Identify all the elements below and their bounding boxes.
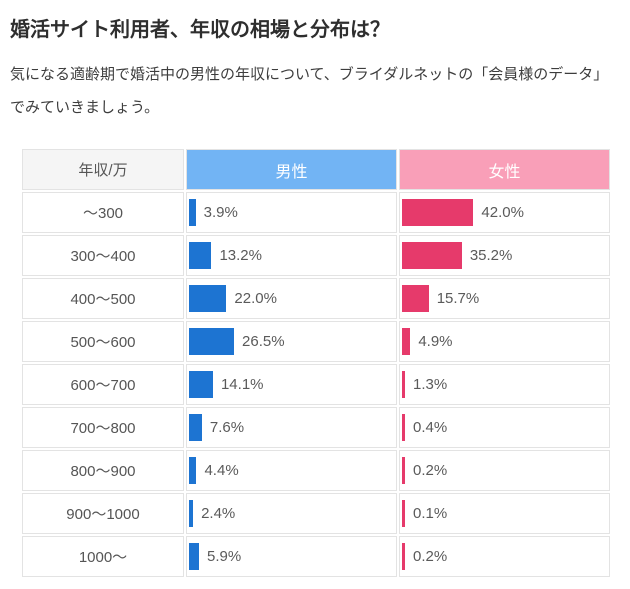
article-body: 婚活サイト利用者、年収の相場と分布は？ 気になる適齢期で婚活中の男性の年収につい… <box>0 13 630 579</box>
male-value-label: 13.2% <box>219 247 262 264</box>
female-bar <box>402 543 405 570</box>
table-row: 400～500 22.0% 15.7% <box>22 278 610 319</box>
male-bar-wrap: 26.5% <box>187 328 396 355</box>
female-bar <box>402 414 405 441</box>
female-cell: 1.3% <box>399 364 610 405</box>
column-header-income: 年収/万 <box>22 149 184 190</box>
female-bar <box>402 199 474 226</box>
female-bar-wrap: 0.4% <box>400 414 609 441</box>
female-cell: 0.1% <box>399 493 610 534</box>
column-header-male: 男性 <box>186 149 397 190</box>
male-cell: 26.5% <box>186 321 397 362</box>
income-range-label: 700～800 <box>22 407 184 448</box>
female-value-label: 42.0% <box>481 204 524 221</box>
table-header-row: 年収/万 男性 女性 <box>22 149 610 190</box>
female-bar-wrap: 0.1% <box>400 500 609 527</box>
income-range-label: 1000～ <box>22 536 184 577</box>
income-range-label: 900～1000 <box>22 493 184 534</box>
female-bar-wrap: 0.2% <box>400 457 609 484</box>
male-value-label: 5.9% <box>207 548 242 565</box>
male-value-label: 7.6% <box>209 419 245 436</box>
male-cell: 3.9% <box>186 192 397 233</box>
female-bar <box>402 457 405 484</box>
female-value-label: 0.2% <box>413 462 448 479</box>
female-value-label: 1.3% <box>413 376 448 393</box>
male-cell: 2.4% <box>186 493 397 534</box>
female-cell: 15.7% <box>399 278 610 319</box>
female-value-label: 15.7% <box>436 290 480 307</box>
column-header-female: 女性 <box>399 149 610 190</box>
female-cell: 0.4% <box>399 407 610 448</box>
male-bar <box>189 500 194 527</box>
female-cell: 0.2% <box>399 536 610 577</box>
table-row: 800～900 4.4% 0.2% <box>22 450 610 491</box>
income-range-label: 600～700 <box>22 364 184 405</box>
income-range-label: 500～600 <box>22 321 184 362</box>
female-bar-wrap: 4.9% <box>400 328 609 355</box>
male-cell: 4.4% <box>186 450 397 491</box>
male-bar <box>189 457 197 484</box>
income-range-label: 400～500 <box>22 278 184 319</box>
female-bar-wrap: 1.3% <box>400 371 609 398</box>
table-row: 600～700 14.1% 1.3% <box>22 364 610 405</box>
male-bar-wrap: 5.9% <box>187 543 396 570</box>
page-title: 婚活サイト利用者、年収の相場と分布は？ <box>10 19 390 41</box>
page-subtitle: 気になる適齢期で婚活中の男性の年収について、ブライダルネットの「会員様のデータ」… <box>10 66 609 116</box>
male-bar-wrap: 22.0% <box>187 285 396 312</box>
table-body: ～300 3.9% 42.0% 300～400 13.2% 35.2% 400～500 22.… <box>22 192 610 577</box>
female-value-label: 0.1% <box>413 505 448 522</box>
table-row: 1000～ 5.9% 0.2% <box>22 536 610 577</box>
male-bar <box>189 414 202 441</box>
male-cell: 7.6% <box>186 407 397 448</box>
female-value-label: 0.2% <box>413 548 448 565</box>
income-range-label: 300～400 <box>22 235 184 276</box>
table-row: ～300 3.9% 42.0% <box>22 192 610 233</box>
male-value-label: 14.1% <box>220 376 264 393</box>
male-value-label: 26.5% <box>242 333 285 350</box>
male-bar-wrap: 13.2% <box>187 242 396 269</box>
male-bar <box>189 199 196 226</box>
female-cell: 4.9% <box>399 321 610 362</box>
female-cell: 35.2% <box>399 235 610 276</box>
male-cell: 14.1% <box>186 364 397 405</box>
male-bar-wrap: 4.4% <box>187 457 396 484</box>
female-bar <box>402 371 405 398</box>
male-bar <box>189 328 235 355</box>
table-row: 300～400 13.2% 35.2% <box>22 235 610 276</box>
table-row: 900～1000 2.4% 0.1% <box>22 493 610 534</box>
female-value-label: 4.9% <box>418 333 453 350</box>
male-value-label: 3.9% <box>203 204 238 221</box>
male-cell: 5.9% <box>186 536 397 577</box>
female-bar <box>402 328 411 355</box>
male-bar-wrap: 3.9% <box>187 199 396 226</box>
female-bar <box>402 285 429 312</box>
male-bar-wrap: 7.6% <box>187 414 396 441</box>
female-bar-wrap: 35.2% <box>400 242 609 269</box>
male-value-label: 4.4% <box>204 462 239 479</box>
male-bar-wrap: 14.1% <box>187 371 396 398</box>
male-bar <box>189 285 227 312</box>
female-bar <box>402 242 462 269</box>
male-cell: 22.0% <box>186 278 397 319</box>
female-cell: 0.2% <box>399 450 610 491</box>
female-value-label: 35.2% <box>469 247 513 264</box>
income-range-label: ～300 <box>22 192 184 233</box>
male-bar <box>189 371 213 398</box>
table-row: 700～800 7.6% 0.4% <box>22 407 610 448</box>
female-cell: 42.0% <box>399 192 610 233</box>
table-row: 500～600 26.5% 4.9% <box>22 321 610 362</box>
income-distribution-table: 年収/万 男性 女性 ～300 3.9% 42.0% 300～400 13.2% 35.2… <box>20 147 612 579</box>
female-value-label: 0.4% <box>413 419 448 436</box>
male-value-label: 22.0% <box>234 290 277 307</box>
female-bar <box>402 500 405 527</box>
female-bar-wrap: 15.7% <box>400 285 609 312</box>
income-range-label: 800～900 <box>22 450 184 491</box>
male-bar <box>189 242 212 269</box>
female-bar-wrap: 0.2% <box>400 543 609 570</box>
male-cell: 13.2% <box>186 235 397 276</box>
male-value-label: 2.4% <box>201 505 236 522</box>
female-bar-wrap: 42.0% <box>400 199 609 226</box>
male-bar <box>189 543 200 570</box>
male-bar-wrap: 2.4% <box>187 500 396 527</box>
